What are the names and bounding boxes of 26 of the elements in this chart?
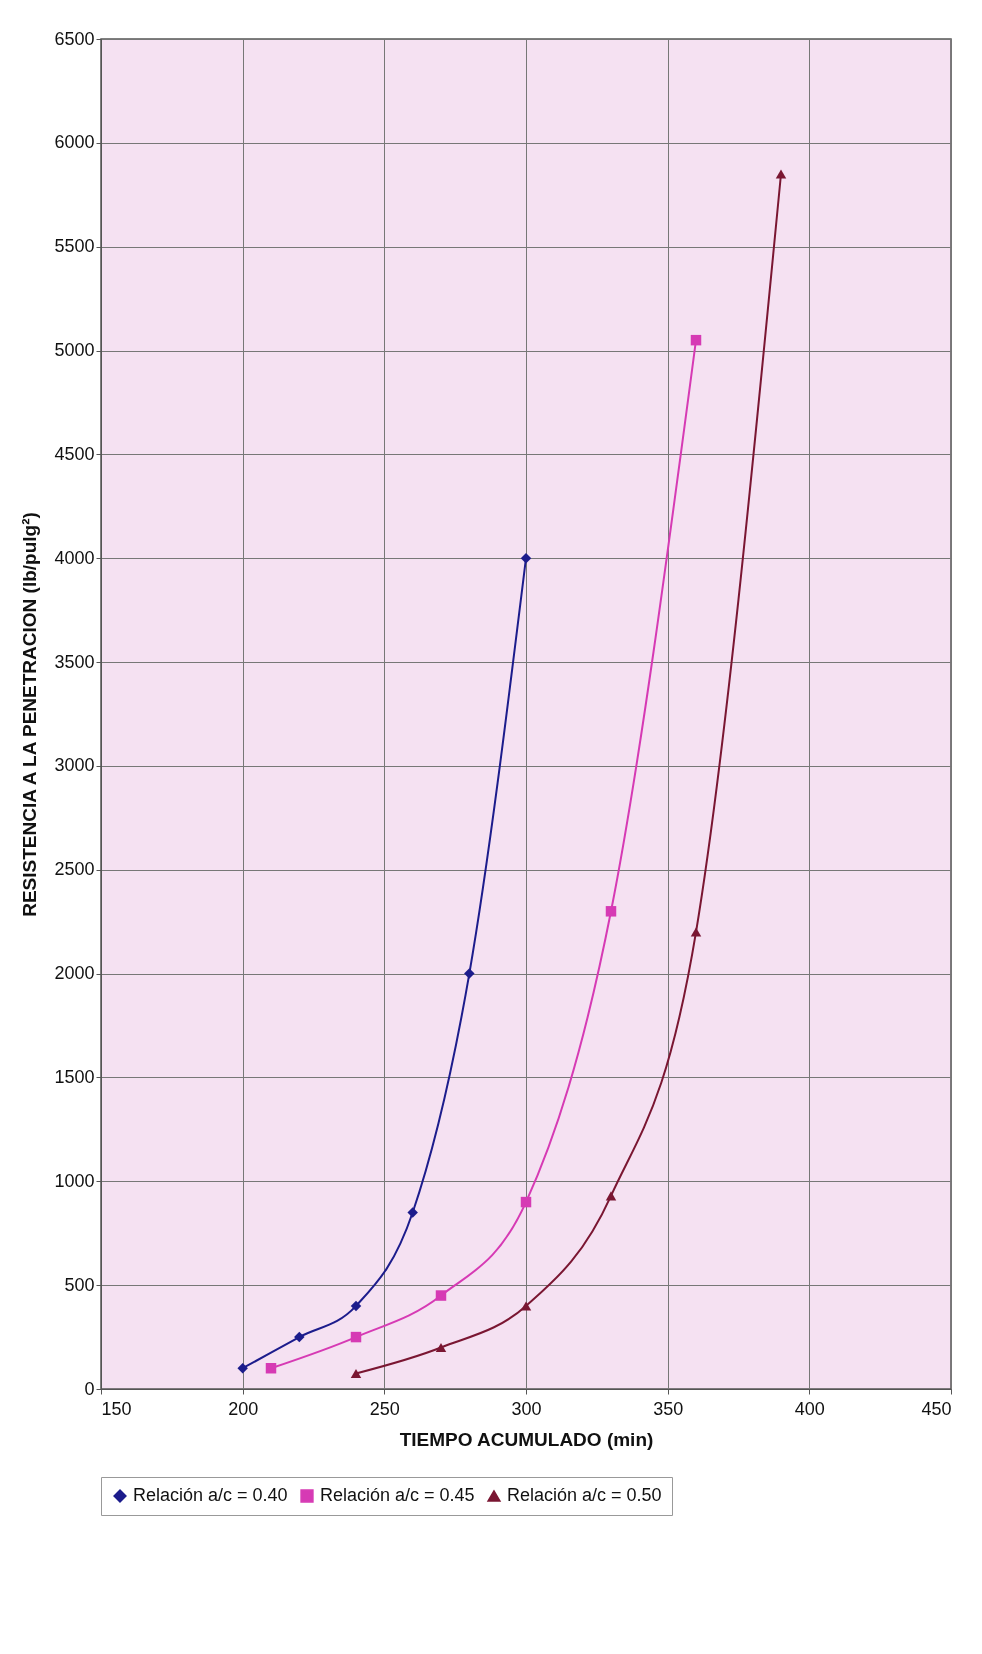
x-tick-label: 200 — [228, 1398, 259, 1419]
y-tick-label: 3500 — [54, 651, 95, 672]
y-tick-label: 2000 — [54, 963, 95, 984]
x-tick-label: 400 — [794, 1398, 825, 1419]
y-tick-label: 2500 — [54, 859, 95, 880]
y-tick-label: 5500 — [54, 236, 95, 257]
x-tick-label: 250 — [369, 1398, 400, 1419]
y-tick-label: 1500 — [54, 1066, 95, 1087]
legend-label: Relación a/c = 0.50 — [507, 1485, 662, 1505]
legend-label: Relación a/c = 0.45 — [320, 1485, 475, 1505]
y-axis-title: RESISTENCIA A LA PENETRACION (lb/pulg²) — [19, 512, 41, 917]
y-tick-label: 6000 — [54, 132, 95, 153]
y-tick-label: 3000 — [54, 755, 95, 776]
y-tick-label: 6500 — [54, 28, 95, 49]
x-tick-label: 350 — [653, 1398, 684, 1419]
x-tick-label: 450 — [921, 1398, 952, 1419]
x-tick-label: 300 — [511, 1398, 542, 1419]
x-tick-label: 150 — [101, 1398, 132, 1419]
y-tick-label: 4500 — [54, 443, 95, 464]
y-tick-label: 0 — [84, 1378, 95, 1399]
y-tick-label: 1000 — [54, 1170, 95, 1191]
y-tick-label: 4000 — [54, 547, 95, 568]
y-tick-label: 5000 — [54, 340, 95, 361]
x-axis-title: TIEMPO ACUMULADO (min) — [399, 1428, 654, 1450]
y-tick-label: 500 — [64, 1274, 95, 1295]
legend-label: Relación a/c = 0.40 — [133, 1485, 288, 1505]
